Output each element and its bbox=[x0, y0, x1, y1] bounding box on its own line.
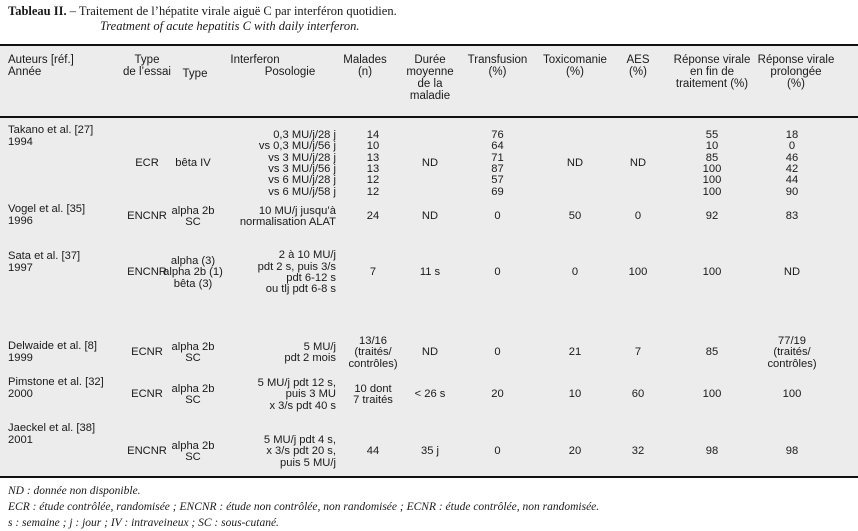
cell-author: Sata et al. [37] 1997 bbox=[8, 250, 81, 274]
cell-author: Pimstone et al. [32] 2000 bbox=[8, 376, 104, 400]
cell-patients: 13/16 (traités/ contrôles) bbox=[348, 335, 398, 370]
cell-transfusion: 0 bbox=[494, 346, 501, 359]
cell-trial: ENCNR bbox=[127, 210, 167, 223]
header-drug-use: Toxicomanie (%) bbox=[543, 54, 607, 78]
cell-drug: 10 bbox=[568, 388, 582, 401]
cell-posology: 5 MU/j pdt 4 s, x 3/s pdt 20 s, puis 5 M… bbox=[263, 434, 336, 469]
header-duration: Durée moyenne de la maladie bbox=[406, 54, 454, 102]
cell-patients: 24 bbox=[366, 210, 380, 223]
cell-aes: 0 bbox=[634, 210, 642, 223]
header-rule bbox=[0, 116, 858, 118]
cell-duration: 11 s bbox=[419, 266, 441, 279]
cell-duration: 35 j bbox=[420, 445, 440, 458]
header-trial-type: Type de l’essai bbox=[123, 54, 171, 78]
table-row: Jaeckel et al. [38] 2001 ENCNR alpha 2b SC… bbox=[0, 422, 858, 482]
bottom-rule bbox=[0, 476, 858, 478]
cell-drug: ND bbox=[566, 157, 584, 170]
caption-label: Tableau II. bbox=[8, 4, 67, 18]
header-transfusion: Transfusion (%) bbox=[467, 54, 528, 78]
cell-aes: ND bbox=[629, 157, 647, 170]
header-end-response: Réponse virale en fin de traitement (%) bbox=[673, 54, 751, 90]
cell-end: 100 bbox=[702, 266, 722, 279]
cell-trial: ECNR bbox=[131, 388, 163, 401]
cell-type: alpha 2b SC bbox=[171, 204, 215, 228]
cell-trial: ECNR bbox=[131, 346, 163, 359]
cell-sustained: 83 bbox=[785, 210, 799, 223]
cell-type: bêta IV bbox=[175, 157, 211, 170]
table-caption: Tableau II. – Traitement de l’hépatite v… bbox=[8, 4, 397, 19]
cell-patients: 7 bbox=[369, 266, 377, 279]
cell-posology: 0,3 MU/j/28 j vs 0,3 MU/j/56 j vs 3 MU/j… bbox=[258, 129, 336, 198]
table-row: Pimstone et al. [32] 2000 ECNR alpha 2b SC… bbox=[0, 376, 858, 414]
cell-sustained: 98 bbox=[785, 445, 799, 458]
cell-posology: 10 MU/j jusqu’à normalisation ALAT bbox=[239, 204, 336, 228]
cell-drug: 50 bbox=[568, 210, 582, 223]
cell-end: 55 10 85 100 100 100 bbox=[702, 129, 722, 198]
top-rule bbox=[0, 44, 858, 46]
header-interferon: Interferon bbox=[230, 54, 280, 66]
cell-transfusion: 0 bbox=[494, 445, 501, 458]
cell-type: alpha 2b SC bbox=[171, 439, 215, 463]
footnote: ND : donnée non disponible. bbox=[8, 485, 141, 497]
header-aes: AES (%) bbox=[626, 54, 650, 78]
header-ifn-type: Type bbox=[182, 68, 208, 80]
cell-transfusion: 0 bbox=[494, 210, 501, 223]
cell-transfusion: 76 64 71 87 57 69 bbox=[491, 129, 504, 198]
cell-aes: 32 bbox=[631, 445, 645, 458]
cell-drug: 21 bbox=[568, 346, 582, 359]
cell-sustained: 77/19 (traités/ contrôles) bbox=[767, 335, 817, 370]
cell-duration: ND bbox=[421, 210, 439, 223]
cell-type: alpha 2b SC bbox=[171, 340, 215, 364]
header-posology: Posologie bbox=[264, 66, 316, 78]
header-authors: Auteurs [réf.] Année bbox=[8, 54, 74, 78]
table-row: Vogel et al. [35] 1996 ENCNR alpha 2b SC 10… bbox=[0, 203, 858, 231]
cell-transfusion: 0 bbox=[494, 266, 501, 279]
cell-duration: ND bbox=[421, 346, 439, 359]
cell-aes: 100 bbox=[628, 266, 648, 279]
cell-trial: ECR bbox=[135, 157, 159, 170]
cell-transfusion: 20 bbox=[491, 388, 504, 401]
cell-posology: 5 MU/j pdt 12 s, puis 3 MU x 3/s pdt 40 … bbox=[257, 377, 336, 412]
cell-duration: ND bbox=[421, 157, 439, 170]
cell-drug: 20 bbox=[568, 445, 582, 458]
cell-duration: < 26 s bbox=[414, 388, 446, 401]
footnote: ECR : étude contrôlée, randomisée ; ENCN… bbox=[8, 501, 600, 513]
caption-english: Treatment of acute hepatitis C with dail… bbox=[100, 19, 360, 33]
cell-drug: 0 bbox=[571, 266, 579, 279]
cell-end: 92 bbox=[705, 210, 719, 223]
table-row: Delwaide et al. [8] 1999 ECNR alpha 2b SC 5… bbox=[0, 335, 858, 370]
cell-author: Delwaide et al. [8] 1999 bbox=[8, 340, 97, 364]
cell-posology: 2 à 10 MU/j pdt 2 s, puis 3/s pdt 6-12 s… bbox=[257, 249, 336, 296]
cell-sustained: 100 bbox=[782, 388, 802, 401]
table-row: Sata et al. [37] 1997 ENCNR alpha (3) alph… bbox=[0, 250, 858, 296]
cell-type: alpha (3) alpha 2b (1) bêta (3) bbox=[163, 255, 223, 290]
cell-author: Vogel et al. [35] 1996 bbox=[8, 203, 86, 227]
cell-aes: 60 bbox=[631, 388, 645, 401]
cell-trial: ENCNR bbox=[127, 266, 167, 279]
cell-type: alpha 2b SC bbox=[171, 382, 215, 406]
cell-author: Takano et al. [27] 1994 bbox=[8, 124, 94, 148]
cell-patients: 10 dont 7 traités bbox=[353, 382, 393, 406]
cell-end: 98 bbox=[705, 445, 719, 458]
table-row: Takano et al. [27] 1994 ECR bêta IV 0,3 MU/… bbox=[0, 124, 858, 204]
cell-sustained: ND bbox=[783, 266, 801, 279]
cell-posology: 5 MU/j pdt 2 mois bbox=[284, 340, 336, 364]
cell-sustained: 18 0 46 42 44 90 bbox=[785, 129, 799, 198]
footnote: s : semaine ; j : jour ; IV : intraveine… bbox=[8, 517, 279, 529]
cell-trial: ENCNR bbox=[127, 445, 167, 458]
header-sustained-response: Réponse virale prolongée (%) bbox=[757, 54, 835, 90]
caption-title: – Traitement de l’hépatite virale aiguë … bbox=[66, 4, 397, 18]
header-patients: Malades (n) bbox=[343, 54, 387, 78]
data-table: Auteurs [réf.] Année Type de l’essai Int… bbox=[0, 44, 858, 478]
cell-aes: 7 bbox=[634, 346, 642, 359]
cell-end: 85 bbox=[705, 346, 719, 359]
cell-patients: 44 bbox=[366, 445, 380, 458]
cell-end: 100 bbox=[702, 388, 722, 401]
cell-patients: 14 10 13 13 12 12 bbox=[366, 129, 380, 198]
cell-author: Jaeckel et al. [38] 2001 bbox=[8, 422, 96, 446]
